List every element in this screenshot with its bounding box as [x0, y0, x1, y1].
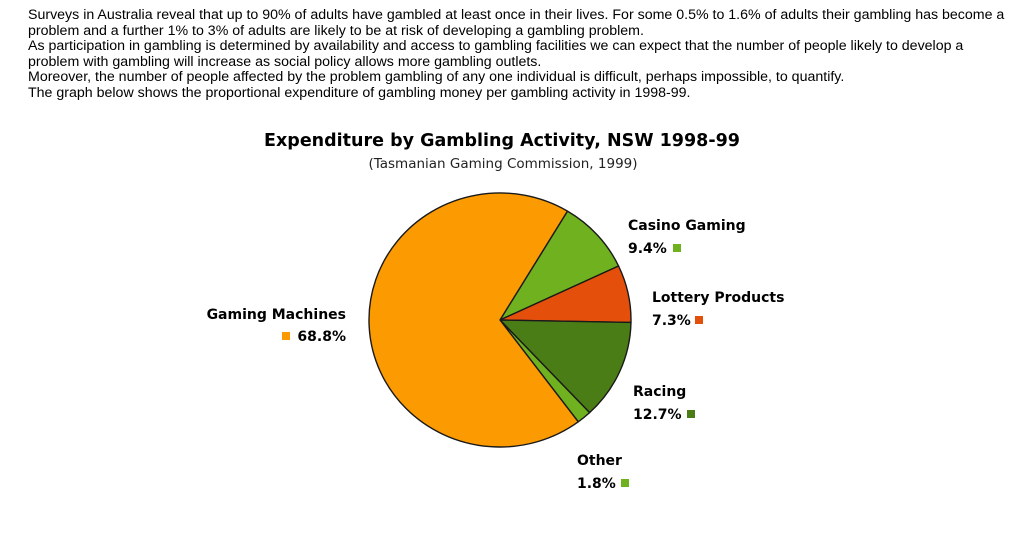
slice-name-label: Lottery Products [652, 290, 784, 306]
slice-value-label: 1.8% [577, 476, 616, 492]
slice-name-label: Other [577, 453, 622, 469]
intro-paragraph: The graph below shows the proportional e… [28, 84, 691, 101]
intro-text: Surveys in Australia reveal that up to 9… [28, 7, 1008, 102]
legend-swatch [621, 479, 629, 487]
slice-name-label: Gaming Machines [207, 307, 346, 323]
legend-swatch [673, 244, 681, 252]
pie-slice-casino-gaming [499, 210, 620, 321]
pie-slices [368, 192, 632, 448]
legend-swatch [695, 316, 703, 324]
slice-name-label: Racing [633, 384, 686, 400]
pie-slice-gaming-machines [368, 192, 579, 448]
pie-labels: Casino Gaming 9.4% Lottery Products 7.3%… [207, 218, 785, 492]
intro-paragraph: Surveys in Australia reveal that up to 9… [28, 7, 1005, 39]
slice-name-label: Casino Gaming [628, 218, 746, 234]
chart-title: Expenditure by Gambling Activity, NSW 19… [264, 131, 740, 151]
chart-subtitle: (Tasmanian Gaming Commission, 1999) [368, 156, 637, 172]
slice-value-label: 9.4% [628, 241, 667, 257]
slice-value-label: 12.7% [633, 407, 682, 423]
slice-value-label: 68.8% [297, 329, 346, 345]
intro-paragraph: As participation in gambling is determin… [28, 38, 964, 70]
legend-swatch [282, 332, 290, 340]
legend-swatch [687, 410, 695, 418]
pie-slice-racing [499, 319, 632, 414]
slice-value-label: 7.3% [652, 313, 691, 329]
intro-paragraph: Moreover, the number of people affected … [28, 69, 845, 86]
